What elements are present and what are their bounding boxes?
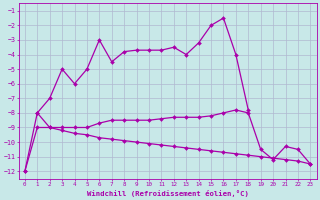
X-axis label: Windchill (Refroidissement éolien,°C): Windchill (Refroidissement éolien,°C) (87, 190, 249, 197)
